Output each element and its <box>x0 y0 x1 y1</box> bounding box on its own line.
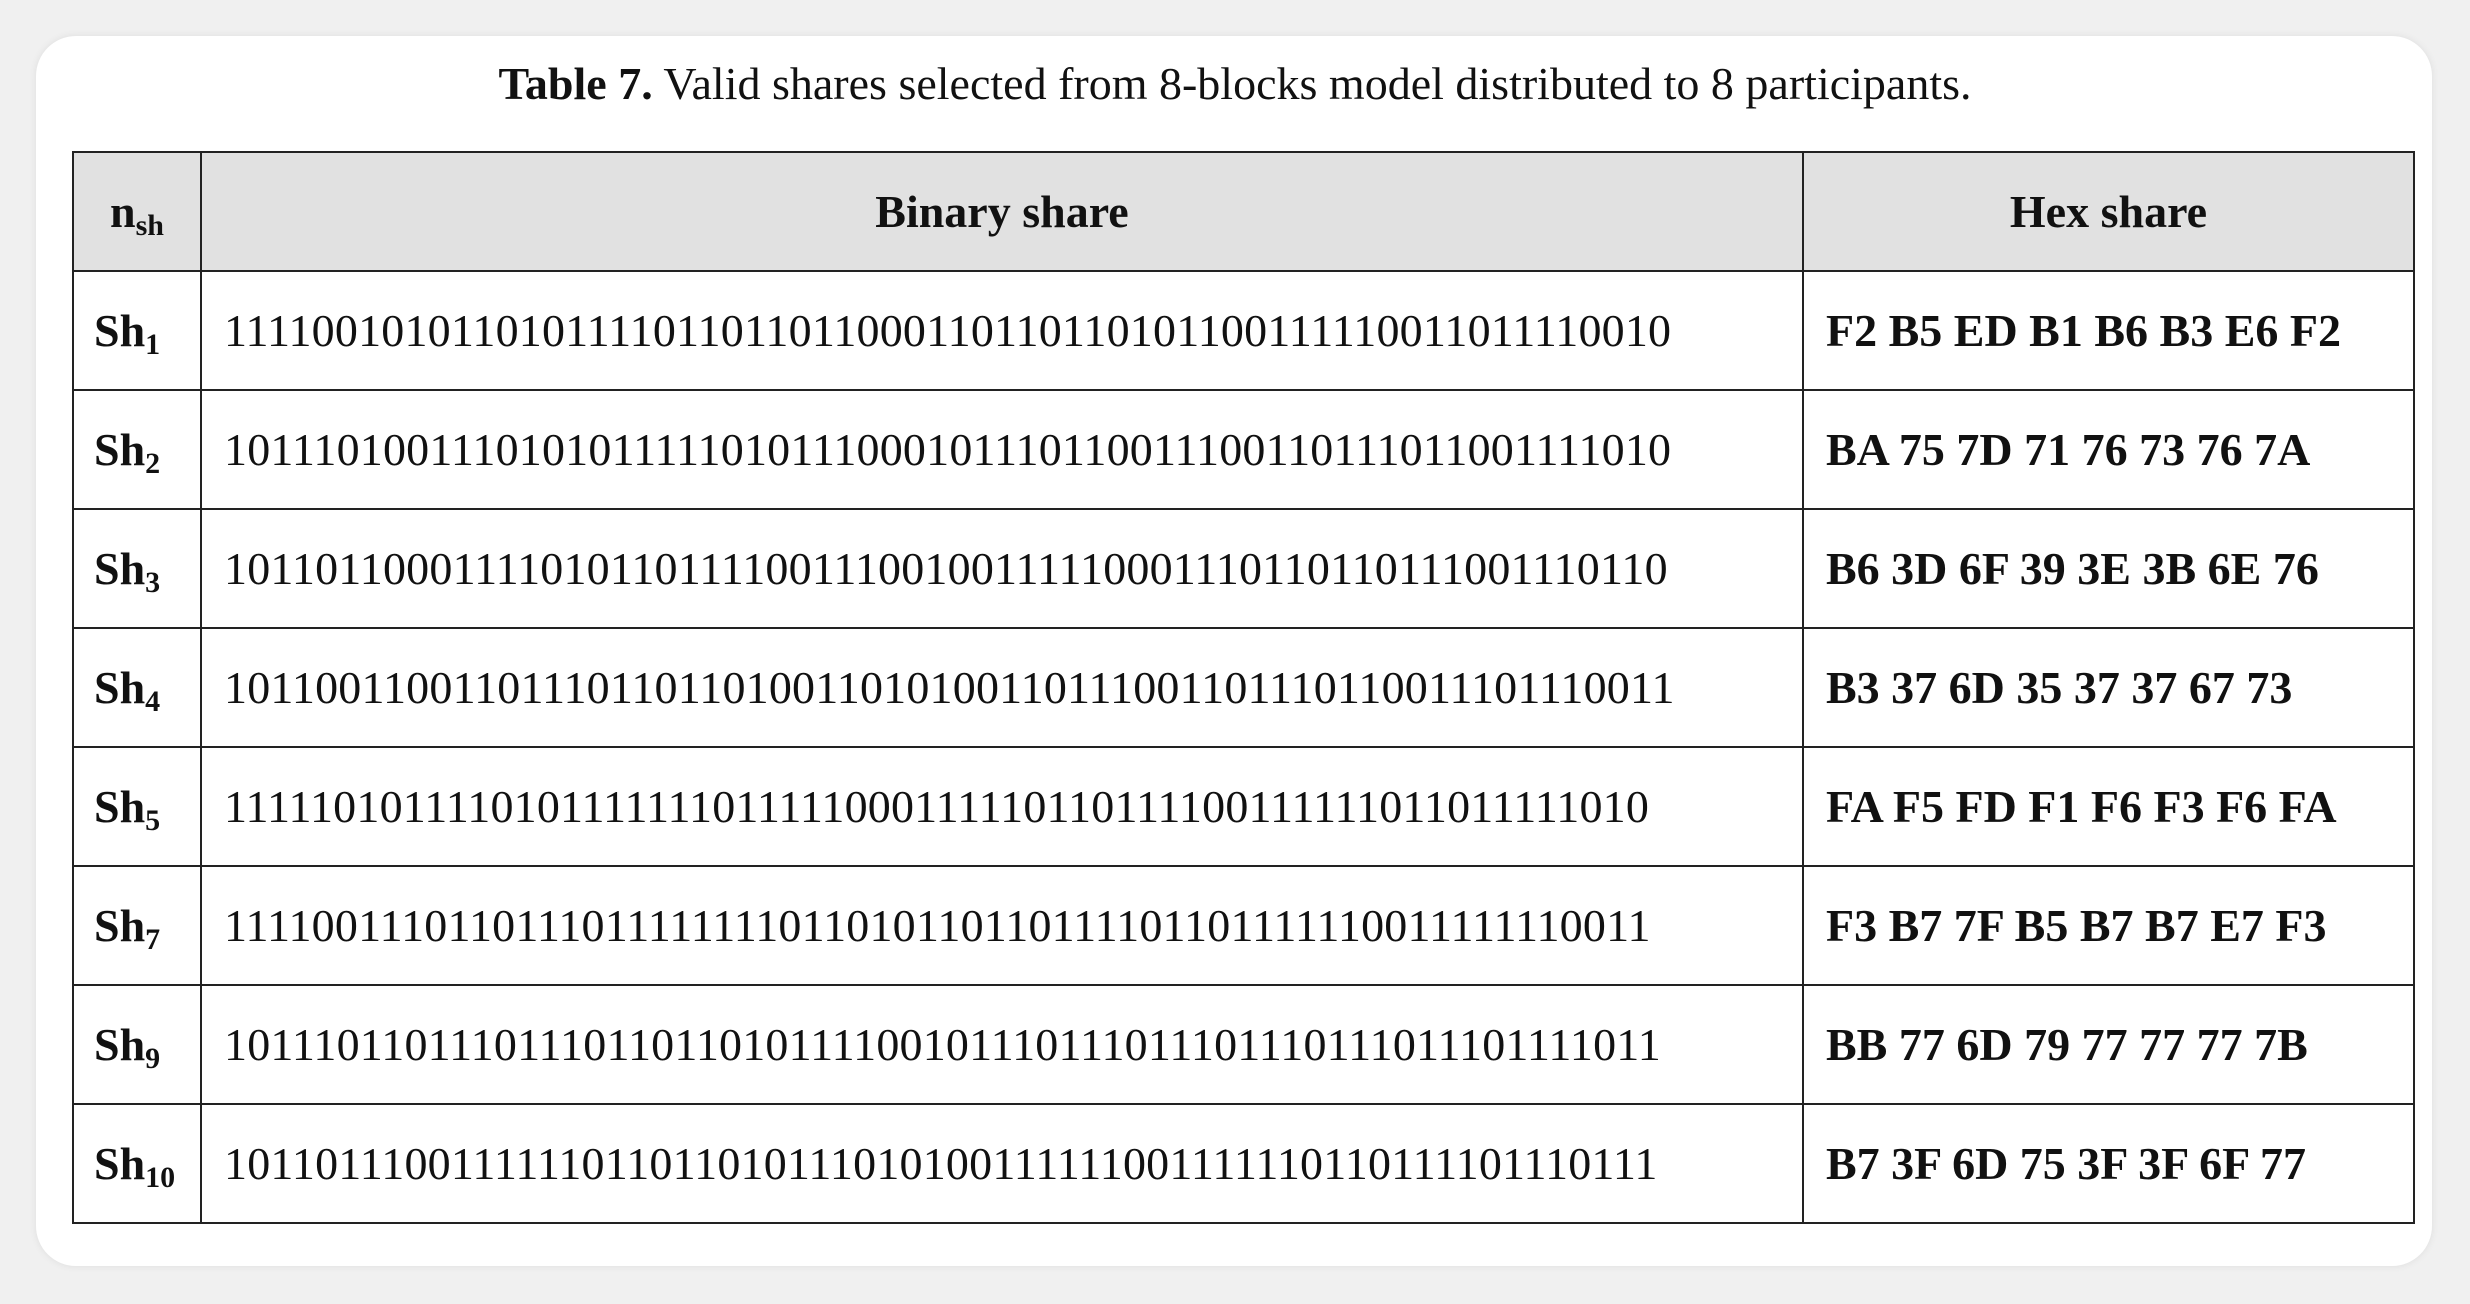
header-nsh: nsh <box>72 151 202 272</box>
binary-share-cell: 1111101011110101111111011111000111110110… <box>200 746 1804 867</box>
share-id: Sh10 <box>72 1103 202 1224</box>
binary-share-cell: 1011011100111111011011010111010100111111… <box>200 1103 1804 1224</box>
share-id: Sh2 <box>72 389 202 510</box>
caption-text: Valid shares selected from 8-blocks mode… <box>663 58 1972 109</box>
share-id: Sh5 <box>72 746 202 867</box>
binary-share-cell: 1011101101110111011011010111100101110111… <box>200 984 1804 1105</box>
header-hex-share: Hex share <box>1802 151 2415 272</box>
hex-share-cell: F3 B7 7F B5 B7 B7 E7 F3 <box>1802 865 2415 986</box>
hex-share-cell: BA 75 7D 71 76 73 76 7A <box>1802 389 2415 510</box>
table-row: Sh9 101110110111011101101101011110010111… <box>72 984 2415 1105</box>
table-row: Sh3 101101100011110101101111001110010011… <box>72 508 2415 629</box>
hex-share-cell: BB 77 6D 79 77 77 77 7B <box>1802 984 2415 1105</box>
binary-share-cell: 1111001110110111011111111011010110110111… <box>200 865 1804 986</box>
table-row: Sh5 111110101111010111111101111100011111… <box>72 746 2415 867</box>
share-id: Sh1 <box>72 270 202 391</box>
table-row: Sh2 101110100111010101111101011100010111… <box>72 389 2415 510</box>
share-id: Sh7 <box>72 865 202 986</box>
share-id: Sh9 <box>72 984 202 1105</box>
hex-share-cell: FA F5 FD F1 F6 F3 F6 FA <box>1802 746 2415 867</box>
caption-label: Table 7. <box>498 58 653 109</box>
table-row: Sh1 111100101011010111101101101100011011… <box>72 270 2415 391</box>
binary-share-cell: 1011011000111101011011110011100100111110… <box>200 508 1804 629</box>
share-id: Sh4 <box>72 627 202 748</box>
table-row: Sh7 111100111011011101111111101101011011… <box>72 865 2415 986</box>
share-id: Sh3 <box>72 508 202 629</box>
hex-share-cell: B3 37 6D 35 37 37 67 73 <box>1802 627 2415 748</box>
shares-table: nsh Binary share Hex share Sh1 111100101… <box>72 151 2415 1224</box>
binary-share-cell: 1011001100110111011011010011010100110111… <box>200 627 1804 748</box>
hex-share-cell: F2 B5 ED B1 B6 B3 E6 F2 <box>1802 270 2415 391</box>
hex-share-cell: B6 3D 6F 39 3E 3B 6E 76 <box>1802 508 2415 629</box>
header-binary-share: Binary share <box>200 151 1804 272</box>
header-row: nsh Binary share Hex share <box>72 151 2415 272</box>
table-row: Sh4 101100110011011101101101001101010011… <box>72 627 2415 748</box>
hex-share-cell: B7 3F 6D 75 3F 3F 6F 77 <box>1802 1103 2415 1224</box>
binary-share-cell: 1011101001110101011111010111000101110110… <box>200 389 1804 510</box>
table-row: Sh10 10110111001111110110110101110101001… <box>72 1103 2415 1224</box>
table-caption: Table 7. Valid shares selected from 8-bl… <box>0 54 2470 114</box>
binary-share-cell: 1111001010110101111011011011000110110110… <box>200 270 1804 391</box>
